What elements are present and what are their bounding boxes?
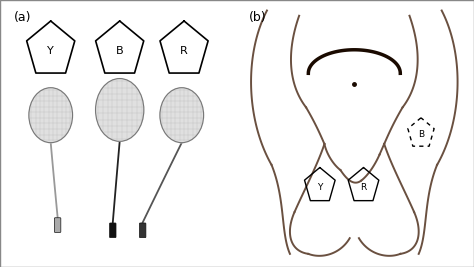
Ellipse shape <box>96 78 144 141</box>
Text: R: R <box>360 183 366 192</box>
Text: B: B <box>116 46 124 56</box>
Text: (b): (b) <box>248 10 266 23</box>
Ellipse shape <box>160 88 204 143</box>
FancyBboxPatch shape <box>109 223 116 238</box>
Text: Y: Y <box>317 183 322 192</box>
Ellipse shape <box>29 88 73 143</box>
Text: Y: Y <box>47 46 54 56</box>
Text: R: R <box>180 46 188 56</box>
Text: (a): (a) <box>14 10 31 23</box>
Text: B: B <box>418 130 424 139</box>
FancyBboxPatch shape <box>139 223 146 238</box>
FancyBboxPatch shape <box>55 218 61 232</box>
